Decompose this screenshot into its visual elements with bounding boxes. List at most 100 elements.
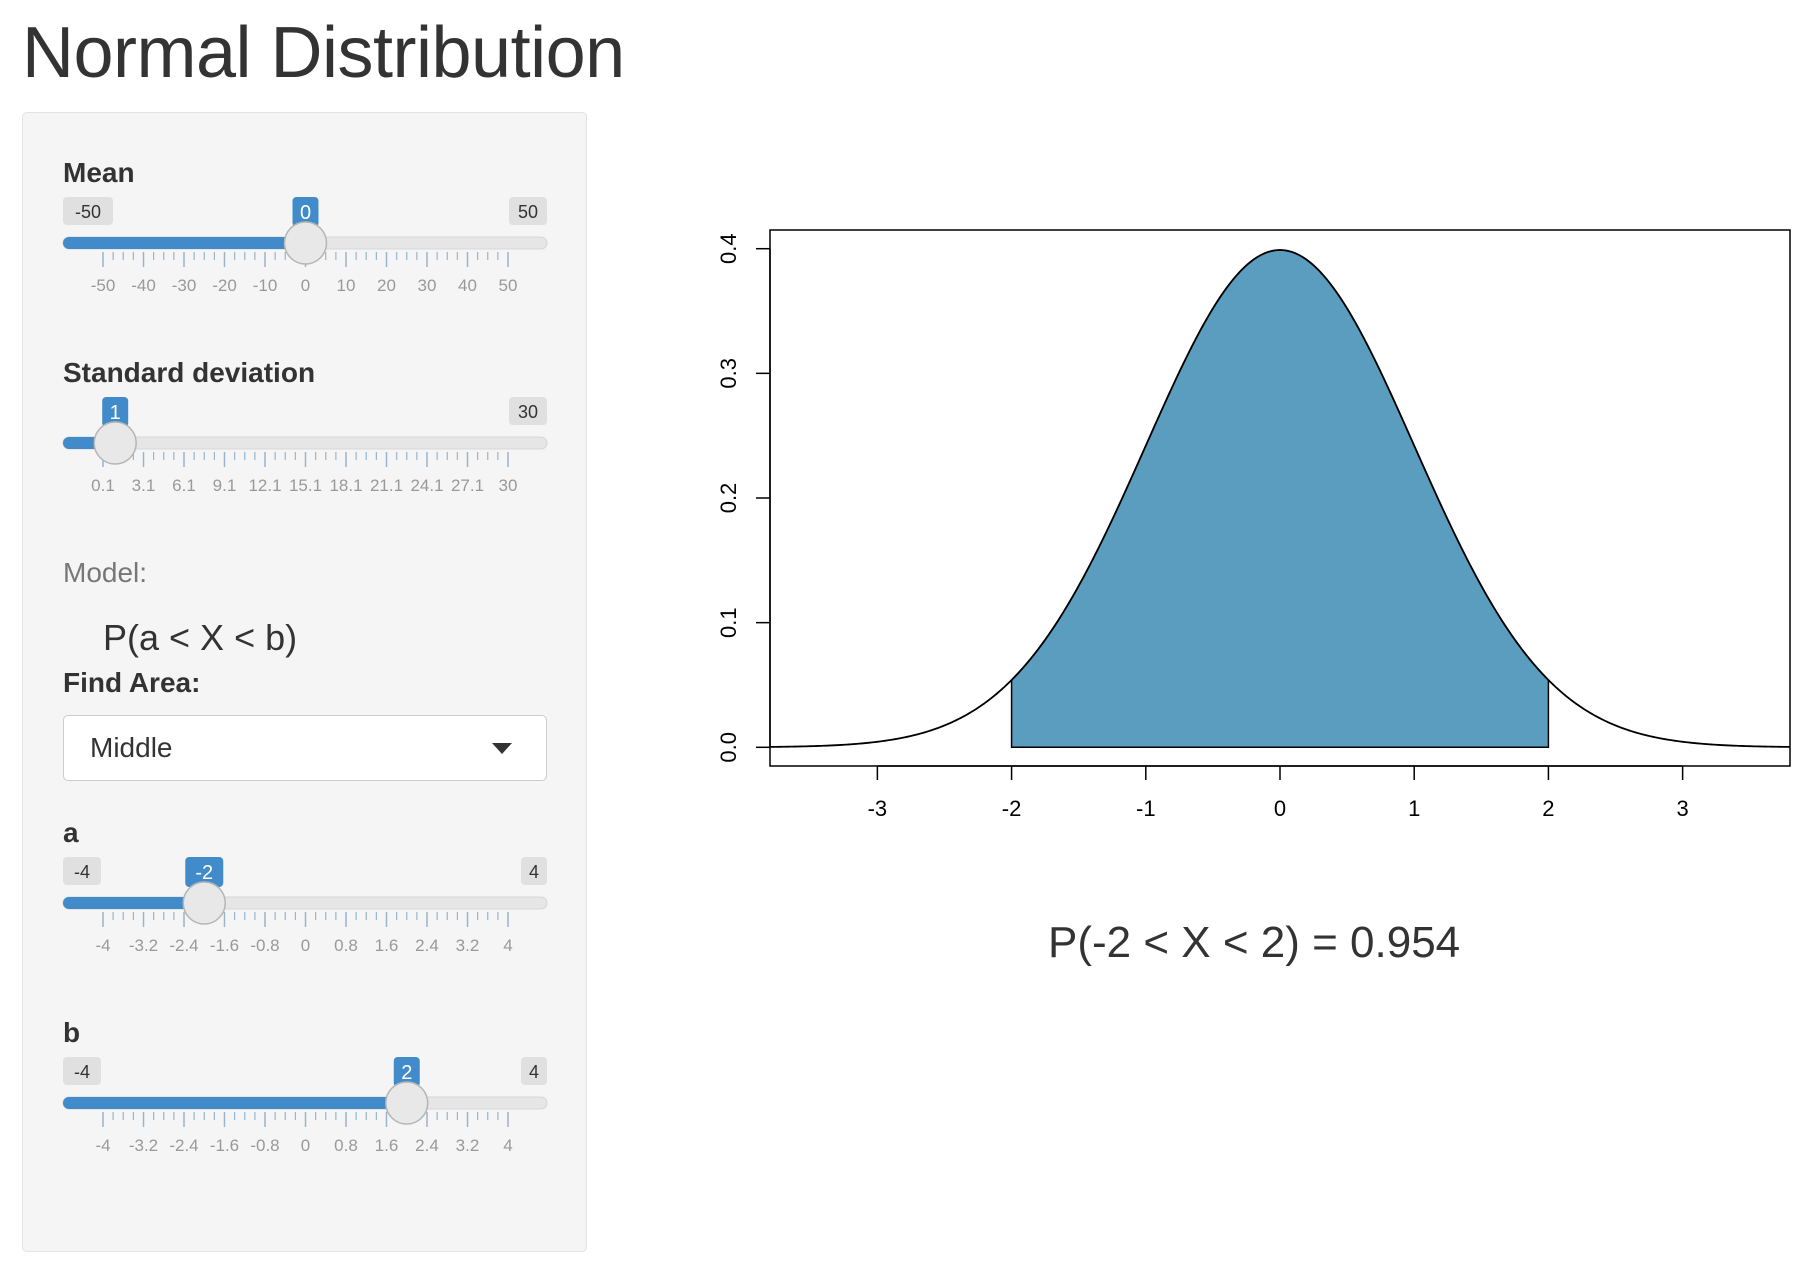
density-curve — [769, 249, 1791, 748]
sd-slider-tick-label: 15.1 — [289, 476, 322, 495]
sd-slider-tick-label: 21.1 — [370, 476, 403, 495]
mean-slider-tick-label: -50 — [91, 276, 116, 295]
x-tick-label: 0 — [1274, 796, 1286, 821]
mean-value-badge: 0 — [292, 197, 319, 227]
sd-slider-handle[interactable] — [93, 421, 137, 465]
mean-slider-tick-label: 40 — [458, 276, 477, 295]
b-max-badge: 4 — [521, 1057, 547, 1085]
svg-text:4: 4 — [529, 862, 539, 882]
sd-slider-graphic[interactable]: 0.1 3.1 6.1 9.1 12.1 15.1 18.1 21.1 24.1 27.1 30 30… — [62, 397, 553, 517]
mean-min-badge: -50 — [63, 197, 113, 225]
a-min-badge: -4 — [63, 857, 101, 885]
svg-text:4: 4 — [529, 1062, 539, 1082]
mean-slider-handle[interactable] — [283, 221, 328, 265]
probability-result: P(-2 < X < 2) = 0.954 — [1048, 918, 1461, 967]
mean-slider-tick-label: 10 — [337, 276, 356, 295]
find-area-select[interactable]: Middle — [63, 715, 547, 781]
sd-slider-tick-label: 12.1 — [248, 476, 281, 495]
svg-text:-4: -4 — [74, 1062, 90, 1082]
b-slider-tick-label: -4 — [95, 1136, 110, 1155]
find-area-label: Find Area: — [63, 667, 201, 698]
sd-slider-tick-label: 9.1 — [213, 476, 237, 495]
a-slider-handle[interactable] — [182, 881, 226, 925]
b-slider-tick-label: 2.4 — [415, 1136, 439, 1155]
x-tick-label: 3 — [1677, 796, 1689, 821]
b-slider-tick-label: 4 — [503, 1136, 512, 1155]
a-slider-graphic[interactable]: -4 -3.2 -2.4 -1.6 -0.8 0 0.8 1.6 2.4 3.2 4 -4 4 -2 — [62, 857, 553, 977]
mean-slider-fill — [63, 237, 306, 249]
sidebar-panel: Mean -50 -40 -30 -20 -10 0 10 20 30 40 50 -50 50 0 St… — [22, 112, 587, 1252]
mean-slider-tick-label: -20 — [212, 276, 237, 295]
sd-slider-tick-label: 18.1 — [329, 476, 362, 495]
mean-max-badge: 50 — [509, 197, 547, 225]
y-tick-label: 0.0 — [716, 732, 741, 763]
sd-slider-tick-label: 27.1 — [451, 476, 484, 495]
b-value-badge: 2 — [393, 1057, 420, 1087]
sd-slider-tick-label: 30 — [499, 476, 518, 495]
svg-text:-50: -50 — [75, 202, 101, 222]
svg-text:30: 30 — [518, 402, 538, 422]
mean-slider-tick-label: 50 — [499, 276, 518, 295]
b-slider-tick-label: 3.2 — [456, 1136, 480, 1155]
density-plot: -3 -2 -1 0 1 2 3 0.0 0.1 0.2 0.3 0.4 — [700, 200, 1798, 860]
b-slider-tick-label: 0 — [301, 1136, 310, 1155]
mean-label: Mean — [63, 157, 135, 188]
sd-value-badge: 1 — [102, 397, 129, 427]
x-tick-label: 2 — [1542, 796, 1554, 821]
svg-text:50: 50 — [518, 202, 538, 222]
mean-slider-graphic[interactable]: -50 -40 -30 -20 -10 0 10 20 30 40 50 -50 50 0 — [62, 197, 553, 317]
b-slider-tick-label: 0.8 — [334, 1136, 358, 1155]
a-value-badge: -2 — [185, 857, 224, 887]
x-tick-label: -2 — [1002, 796, 1022, 821]
caret-down-icon — [492, 743, 512, 754]
svg-text:1: 1 — [110, 402, 121, 424]
a-slider-tick-label: 0.8 — [334, 936, 358, 955]
b-slider-tick-label: -2.4 — [169, 1136, 198, 1155]
mean-slider-tick-label: 20 — [377, 276, 396, 295]
find-area-selected: Middle — [90, 732, 173, 763]
a-slider-tick-label: -3.2 — [129, 936, 158, 955]
b-slider-tick-label: 1.6 — [375, 1136, 399, 1155]
a-slider[interactable]: -4 -3.2 -2.4 -1.6 -0.8 0 0.8 1.6 2.4 3.2 4 -4 4 -2 — [62, 857, 553, 977]
mean-slider-tick-label: -30 — [172, 276, 197, 295]
svg-text:2: 2 — [401, 1062, 412, 1084]
mean-slider-tick-label: 0 — [301, 276, 310, 295]
mean-slider-tick-label: -40 — [131, 276, 156, 295]
a-slider-tick-label: -2.4 — [169, 936, 198, 955]
sd-label: Standard deviation — [63, 357, 316, 388]
x-tick-label: -3 — [868, 796, 888, 821]
b-slider[interactable]: -4 -3.2 -2.4 -1.6 -0.8 0 0.8 1.6 2.4 3.2 4 -4 4 2 — [62, 1057, 553, 1177]
sd-slider[interactable]: 0.1 3.1 6.1 9.1 12.1 15.1 18.1 21.1 24.1 27.1 30 30… — [62, 397, 553, 517]
b-slider-tick-label: -3.2 — [129, 1136, 158, 1155]
a-label: a — [63, 817, 79, 848]
a-slider-tick-label: 0 — [301, 936, 310, 955]
y-tick-label: 0.1 — [716, 607, 741, 638]
sd-slider-tick-label: 0.1 — [91, 476, 115, 495]
mean-slider[interactable]: -50 -40 -30 -20 -10 0 10 20 30 40 50 -50 50 0 — [62, 197, 553, 317]
svg-text:-2: -2 — [195, 862, 213, 884]
shaded-area — [1010, 249, 1550, 749]
a-slider-tick-label: 2.4 — [415, 936, 439, 955]
sd-max-badge: 30 — [509, 397, 547, 425]
b-label: b — [63, 1017, 81, 1048]
y-tick-label: 0.2 — [716, 483, 741, 514]
sd-slider-tick-label: 24.1 — [410, 476, 443, 495]
b-slider-tick-label: -0.8 — [250, 1136, 279, 1155]
model-formula: P(a < X < b) — [103, 617, 298, 658]
a-slider-tick-label: -0.8 — [250, 936, 279, 955]
mean-slider-tick-label: 30 — [418, 276, 437, 295]
b-slider-handle[interactable] — [385, 1081, 429, 1125]
svg-text:0: 0 — [300, 202, 311, 224]
mean-slider-tick-label: -10 — [253, 276, 278, 295]
x-tick-label: 1 — [1408, 796, 1420, 821]
b-slider-graphic[interactable]: -4 -3.2 -2.4 -1.6 -0.8 0 0.8 1.6 2.4 3.2 4 -4 4 2 — [62, 1057, 553, 1177]
a-slider-tick-label: -4 — [95, 936, 110, 955]
a-slider-tick-label: 3.2 — [456, 936, 480, 955]
a-slider-fill — [63, 897, 205, 909]
model-label: Model: — [63, 557, 148, 588]
svg-text:-4: -4 — [74, 862, 90, 882]
a-max-badge: 4 — [521, 857, 547, 885]
a-slider-tick-label: 1.6 — [375, 936, 399, 955]
sd-slider-tick-label: 6.1 — [172, 476, 196, 495]
sd-slider-tick-label: 3.1 — [132, 476, 156, 495]
